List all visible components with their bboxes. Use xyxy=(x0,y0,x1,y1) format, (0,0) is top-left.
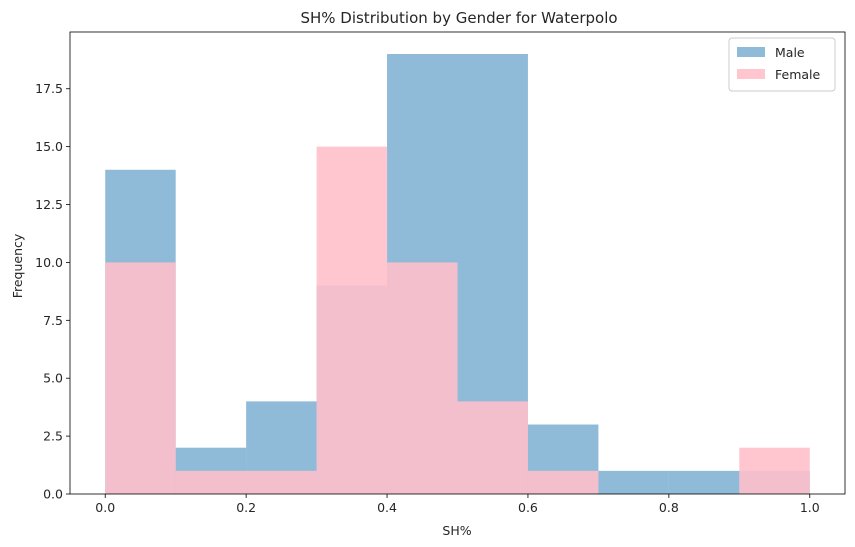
y-tick-label: 5.0 xyxy=(43,371,63,386)
bar-female-4 xyxy=(387,262,458,494)
y-tick-label: 10.0 xyxy=(35,255,63,270)
x-tick-label: 1.0 xyxy=(800,500,820,515)
y-tick-label: 17.5 xyxy=(35,81,63,96)
chart-title: SH% Distribution by Gender for Waterpolo xyxy=(300,9,617,27)
bar-female-3 xyxy=(316,146,388,494)
legend-label-male: Male xyxy=(775,45,805,60)
bar-female-9 xyxy=(739,447,810,494)
bar-female-2 xyxy=(246,470,317,494)
x-axis-ticks: 0.0 0.2 0.4 0.6 0.8 1.0 xyxy=(95,494,820,515)
y-axis-ticks: 0.0 2.5 5.0 7.5 10.0 12.5 15.0 17.5 xyxy=(35,81,70,502)
x-tick-label: 0.6 xyxy=(518,500,538,515)
y-tick-label: 2.5 xyxy=(43,429,63,444)
x-tick-label: 0.0 xyxy=(95,500,115,515)
y-tick-label: 15.0 xyxy=(35,139,63,154)
x-tick-label: 0.4 xyxy=(377,500,397,515)
y-axis-label: Frequency xyxy=(10,233,25,298)
bar-female-0 xyxy=(105,262,176,494)
plot-bars xyxy=(105,54,810,494)
y-tick-label: 0.0 xyxy=(43,487,63,502)
bar-male-8 xyxy=(668,470,740,494)
bar-female-1 xyxy=(175,470,247,494)
x-tick-label: 0.2 xyxy=(236,500,256,515)
legend: Male Female xyxy=(728,37,836,92)
bar-female-5 xyxy=(457,401,528,494)
legend-label-female: Female xyxy=(775,67,821,82)
bar-female-6 xyxy=(527,470,599,494)
bar-male-7 xyxy=(598,470,669,494)
plot-border xyxy=(69,31,846,495)
axes-frame xyxy=(69,31,846,495)
legend-swatch-male xyxy=(737,47,765,57)
y-tick-label: 12.5 xyxy=(35,197,63,212)
x-tick-label: 0.8 xyxy=(659,500,679,515)
legend-swatch-female xyxy=(737,69,765,79)
y-tick-label: 7.5 xyxy=(43,313,63,328)
x-axis-label: SH% xyxy=(442,523,471,538)
